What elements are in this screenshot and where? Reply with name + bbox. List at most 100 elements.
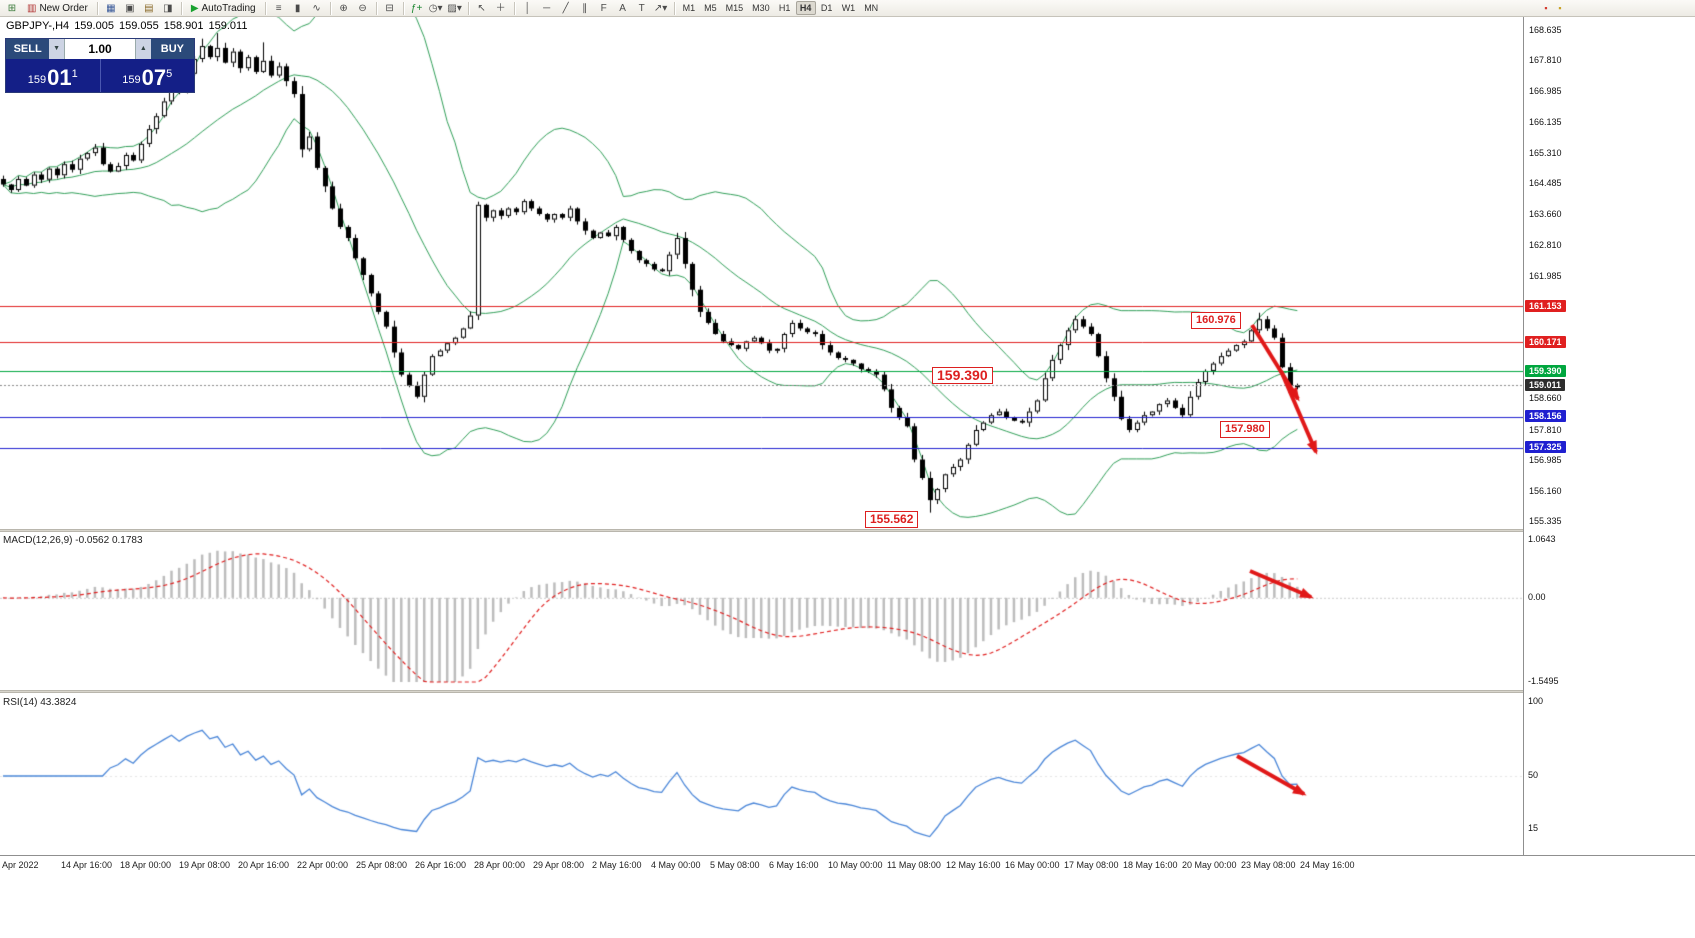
new-chart-icon[interactable]: ⊞ xyxy=(7,2,17,14)
navigator-icon[interactable]: ▤ xyxy=(144,2,154,14)
time-axis-label: 16 May 00:00 xyxy=(1005,860,1060,870)
timeframe-button-m1[interactable]: M1 xyxy=(682,3,696,13)
quote-low: 158.901 xyxy=(163,20,204,32)
toolbar-separator xyxy=(180,1,182,15)
text-icon[interactable]: A xyxy=(619,2,626,14)
rsi-scale-50: 50 xyxy=(1528,770,1539,780)
panel-splitter[interactable] xyxy=(0,690,1695,693)
timeframe-button-h4[interactable]: H4 xyxy=(795,1,816,15)
buy-price-prefix: 159 xyxy=(122,74,141,86)
terminal-icon[interactable]: ◨ xyxy=(163,2,173,14)
main-chart-canvas[interactable] xyxy=(0,17,1523,529)
price-marker-label: 158.156 xyxy=(1525,410,1566,423)
templates-icon[interactable]: ▨▾ xyxy=(447,2,462,14)
time-axis-label: 20 Apr 16:00 xyxy=(238,860,290,870)
price-axis-label: 164.485 xyxy=(1529,178,1562,189)
vertical-line-icon[interactable]: │ xyxy=(524,2,531,14)
timeframe-button-m30[interactable]: M30 xyxy=(752,3,770,13)
autotrading-button-label: AutoTrading xyxy=(201,2,256,14)
crosshair-icon[interactable]: ＋ xyxy=(495,2,506,14)
price-annotation[interactable]: 160.976 xyxy=(1191,312,1241,329)
time-axis-label: 18 Apr 00:00 xyxy=(120,860,172,870)
autotrading-button[interactable]: ▶ AutoTrading xyxy=(186,1,261,16)
price-axis-label: 156.160 xyxy=(1529,485,1562,496)
candlestick-chart-icon[interactable]: ▮ xyxy=(294,2,301,14)
buy-button[interactable]: BUY xyxy=(150,39,194,59)
timeframe-button-m15[interactable]: M15 xyxy=(725,3,744,13)
arrows-tool-icon[interactable]: ↗▾ xyxy=(653,2,668,14)
time-axis-label: 4 May 00:00 xyxy=(651,860,701,870)
toolbar-separator xyxy=(329,1,331,15)
timeframe-button-d1[interactable]: D1 xyxy=(820,3,833,13)
timeframe-button-w1[interactable]: W1 xyxy=(841,3,856,13)
time-axis-label: 14 Apr 16:00 xyxy=(61,860,113,870)
timeframe-button-m5[interactable]: M5 xyxy=(704,3,717,13)
indicators-icon[interactable]: ƒ+ xyxy=(410,2,423,14)
bar-chart-icon[interactable]: ≡ xyxy=(275,2,282,14)
time-axis[interactable]: Apr 2022 14 Apr 16:00 18 Apr 00:00 19 Apr 0… xyxy=(0,855,1695,875)
price-axis-label: 168.635 xyxy=(1529,25,1562,35)
time-axis-label: 10 May 00:00 xyxy=(828,860,883,870)
toolbar-separator xyxy=(96,1,98,15)
rsi-scale-15: 15 xyxy=(1528,823,1539,833)
one-click-trading-panel: SELL ▼ ▲ BUY 159 01 1 159 07 5 xyxy=(5,38,195,93)
time-axis-label: 22 Apr 00:00 xyxy=(297,860,349,870)
volume-dropdown-icon[interactable]: ▼ xyxy=(49,39,64,59)
text-label-icon[interactable]: T xyxy=(638,2,645,14)
rsi-scale-100: 100 xyxy=(1528,696,1544,706)
time-axis-label: 20 May 00:00 xyxy=(1182,860,1237,870)
new-order-icon: ▥ xyxy=(27,2,37,14)
price-marker-label: 157.325 xyxy=(1525,441,1566,454)
toolbar-separator xyxy=(673,1,675,15)
time-axis-label: 12 May 16:00 xyxy=(946,860,1001,870)
price-divider xyxy=(99,59,101,92)
time-axis-label: 24 May 16:00 xyxy=(1300,860,1355,870)
data-window-icon[interactable]: ▣ xyxy=(125,2,135,14)
periods-dropdown-icon[interactable]: ◷▾ xyxy=(428,2,443,14)
one-click-prices: 159 01 1 159 07 5 xyxy=(6,59,194,92)
sell-button[interactable]: SELL xyxy=(6,39,50,59)
horizontal-line-icon[interactable]: ─ xyxy=(543,2,551,14)
toolbar: ⊞ ▥ New Order ▦ ▣ ▤ ◨ ▶ AutoTrading ≡ ▮ ∿ ⊕ ⊖ ⊟ ƒ+ ◷▾ ▨▾ ↖… xyxy=(0,0,1695,17)
macd-scale-max: 1.0643 xyxy=(1528,534,1556,544)
price-axis-label: 157.810 xyxy=(1529,424,1562,435)
price-annotation[interactable]: 159.390 xyxy=(932,367,993,384)
quote-line: GBPJPY-,H4 159.005 159.055 158.901 159.011 xyxy=(6,20,252,32)
time-axis-label: 29 Apr 08:00 xyxy=(533,860,585,870)
price-annotation[interactable]: 155.562 xyxy=(865,511,919,528)
price-marker-label: 159.011 xyxy=(1525,378,1566,391)
time-axis-label: 19 Apr 08:00 xyxy=(179,860,231,870)
new-order-button[interactable]: ▥ New Order xyxy=(22,1,93,16)
chart-expert-icon[interactable]: ▪ xyxy=(1544,3,1548,13)
line-chart-icon[interactable]: ∿ xyxy=(312,2,321,14)
volume-input[interactable] xyxy=(64,39,136,59)
panel-splitter[interactable] xyxy=(0,529,1695,532)
symbol-period-label: GBPJPY-,H4 xyxy=(6,20,70,32)
price-axis[interactable]: 168.635 167.810 166.985 166.135 165.310 164.4… xyxy=(1523,17,1695,855)
buy-price[interactable]: 159 07 5 xyxy=(101,59,195,92)
rsi-panel-canvas[interactable] xyxy=(0,693,1523,855)
price-axis-label: 162.810 xyxy=(1529,240,1562,251)
sell-price[interactable]: 159 01 1 xyxy=(6,59,100,92)
time-axis-label: 2 May 16:00 xyxy=(592,860,642,870)
volume-spinner-icon[interactable]: ▲ xyxy=(136,39,151,59)
fibonacci-icon[interactable]: F xyxy=(600,2,607,14)
cursor-icon[interactable]: ↖ xyxy=(477,2,486,14)
time-axis-label: 23 May 08:00 xyxy=(1241,860,1296,870)
zoom-in-icon[interactable]: ⊕ xyxy=(339,2,348,14)
price-marker-label: 159.390 xyxy=(1525,364,1566,377)
zoom-out-icon[interactable]: ⊖ xyxy=(358,2,367,14)
tile-windows-icon[interactable]: ⊟ xyxy=(385,2,394,14)
trendline-icon[interactable]: ╱ xyxy=(562,2,569,14)
price-annotation[interactable]: 157.980 xyxy=(1220,421,1270,438)
chart-status-icon[interactable]: ▪ xyxy=(1558,3,1562,13)
price-axis-label: 165.310 xyxy=(1529,147,1562,158)
autotrading-icon: ▶ xyxy=(190,2,199,14)
timeframe-button-mn[interactable]: MN xyxy=(864,3,879,13)
market-watch-icon[interactable]: ▦ xyxy=(106,2,116,14)
macd-panel-canvas[interactable] xyxy=(0,532,1523,690)
sell-price-big: 01 xyxy=(47,65,72,90)
channel-icon[interactable]: ∥ xyxy=(582,2,588,14)
timeframe-button-h1[interactable]: H1 xyxy=(778,3,791,13)
